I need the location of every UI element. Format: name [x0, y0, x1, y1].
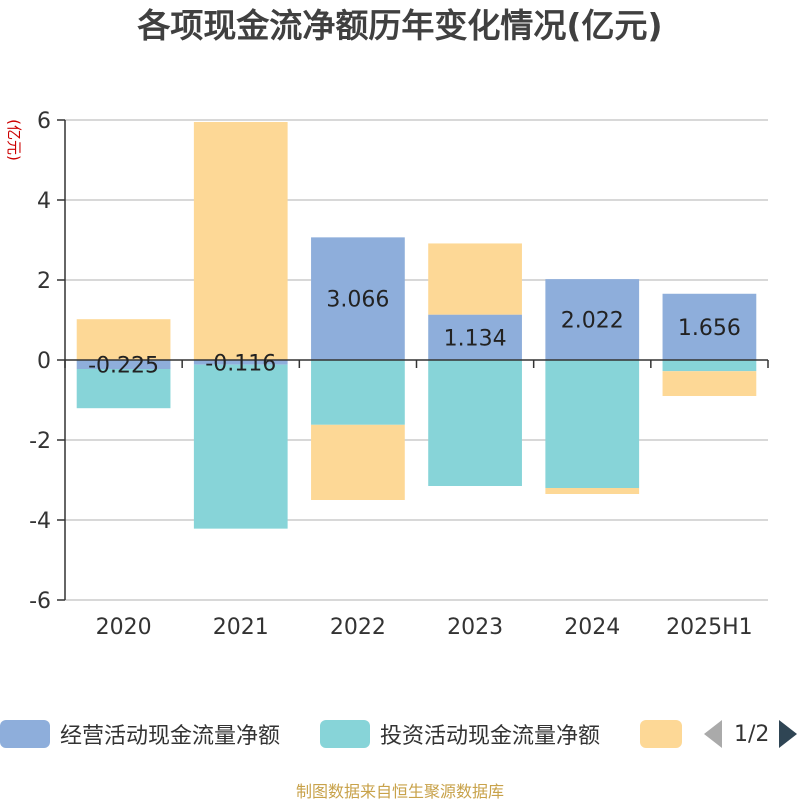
- data-label: 2.022: [561, 309, 624, 334]
- y-tick-label: -2: [29, 429, 51, 454]
- bar-2-2024[interactable]: [545, 488, 640, 494]
- bar-0-2022[interactable]: [311, 237, 405, 360]
- legend-swatch-operating: [0, 720, 50, 748]
- data-label: 3.066: [326, 288, 389, 313]
- y-tick-label: 4: [37, 189, 51, 214]
- y-axis-title: (亿元): [5, 119, 23, 161]
- legend-item-operating[interactable]: 经营活动现金流量净额: [0, 714, 280, 754]
- bar-1-2020[interactable]: [76, 369, 171, 409]
- pager-page-indicator: 1/2: [734, 721, 770, 747]
- bar-1-2021[interactable]: [193, 364, 288, 529]
- y-tick-label: 2: [37, 269, 51, 294]
- y-tick-label: -4: [29, 509, 51, 534]
- bar-1-2024[interactable]: [545, 360, 640, 488]
- y-tick-label: -6: [29, 589, 51, 614]
- bar-0-2021[interactable]: [193, 360, 288, 365]
- chart-title: 各项现金流净额历年变化情况(亿元): [137, 6, 663, 45]
- data-label: -0.225: [88, 354, 159, 379]
- legend-label-investing: 投资活动现金流量净额: [380, 724, 601, 749]
- bar-2-2021[interactable]: [193, 122, 288, 360]
- x-tick-label: 2023: [447, 615, 503, 640]
- data-label: -0.116: [205, 351, 276, 376]
- x-tick-label: 2022: [330, 615, 386, 640]
- data-label: 1.134: [444, 326, 507, 351]
- y-tick-label: 0: [37, 349, 51, 374]
- bars: [76, 122, 757, 529]
- legend-item-investing[interactable]: 投资活动现金流量净额: [320, 714, 600, 754]
- bar-0-2024[interactable]: [545, 279, 640, 360]
- y-tick-label: 6: [37, 109, 51, 134]
- grid-lines: [65, 119, 768, 601]
- x-tick-label: 2025H1: [666, 615, 753, 640]
- pager-next-icon[interactable]: [779, 720, 798, 748]
- legend-item-financing[interactable]: [640, 714, 692, 754]
- bar-2-2023[interactable]: [428, 243, 522, 315]
- bar-1-2023[interactable]: [428, 360, 522, 486]
- legend-swatch-investing: [320, 720, 370, 748]
- x-tick-label: 2020: [96, 615, 152, 640]
- legend: 经营活动现金流量净额 投资活动现金流量净额: [0, 714, 800, 754]
- data-source-note: 制图数据来自恒生聚源数据库: [295, 782, 504, 801]
- legend-pager: 1/2: [700, 714, 800, 754]
- bar-0-2023[interactable]: [428, 314, 522, 360]
- legend-label-operating: 经营活动现金流量净额: [60, 724, 281, 749]
- axes: 6 4 2 0 -2 -4 -6 2020 2021 2022 2023 2024 2025H1: [29, 109, 769, 640]
- data-label: 1.656: [678, 316, 741, 341]
- bar-1-2025H1[interactable]: [662, 360, 757, 372]
- legend-swatch-financing: [640, 720, 682, 748]
- bar-2-2020[interactable]: [76, 319, 171, 360]
- x-tick-label: 2024: [564, 615, 620, 640]
- bar-0-2020[interactable]: [76, 360, 171, 369]
- bar-2-2025H1[interactable]: [662, 371, 757, 396]
- data-labels: -0.225 -0.116 3.066 1.134 2.022 1.656: [88, 288, 741, 379]
- x-tick-label: 2021: [213, 615, 269, 640]
- bar-2-2022[interactable]: [311, 424, 405, 500]
- bar-1-2022[interactable]: [311, 360, 405, 425]
- bar-0-2025H1[interactable]: [662, 293, 757, 360]
- pager-prev-icon[interactable]: [704, 720, 722, 748]
